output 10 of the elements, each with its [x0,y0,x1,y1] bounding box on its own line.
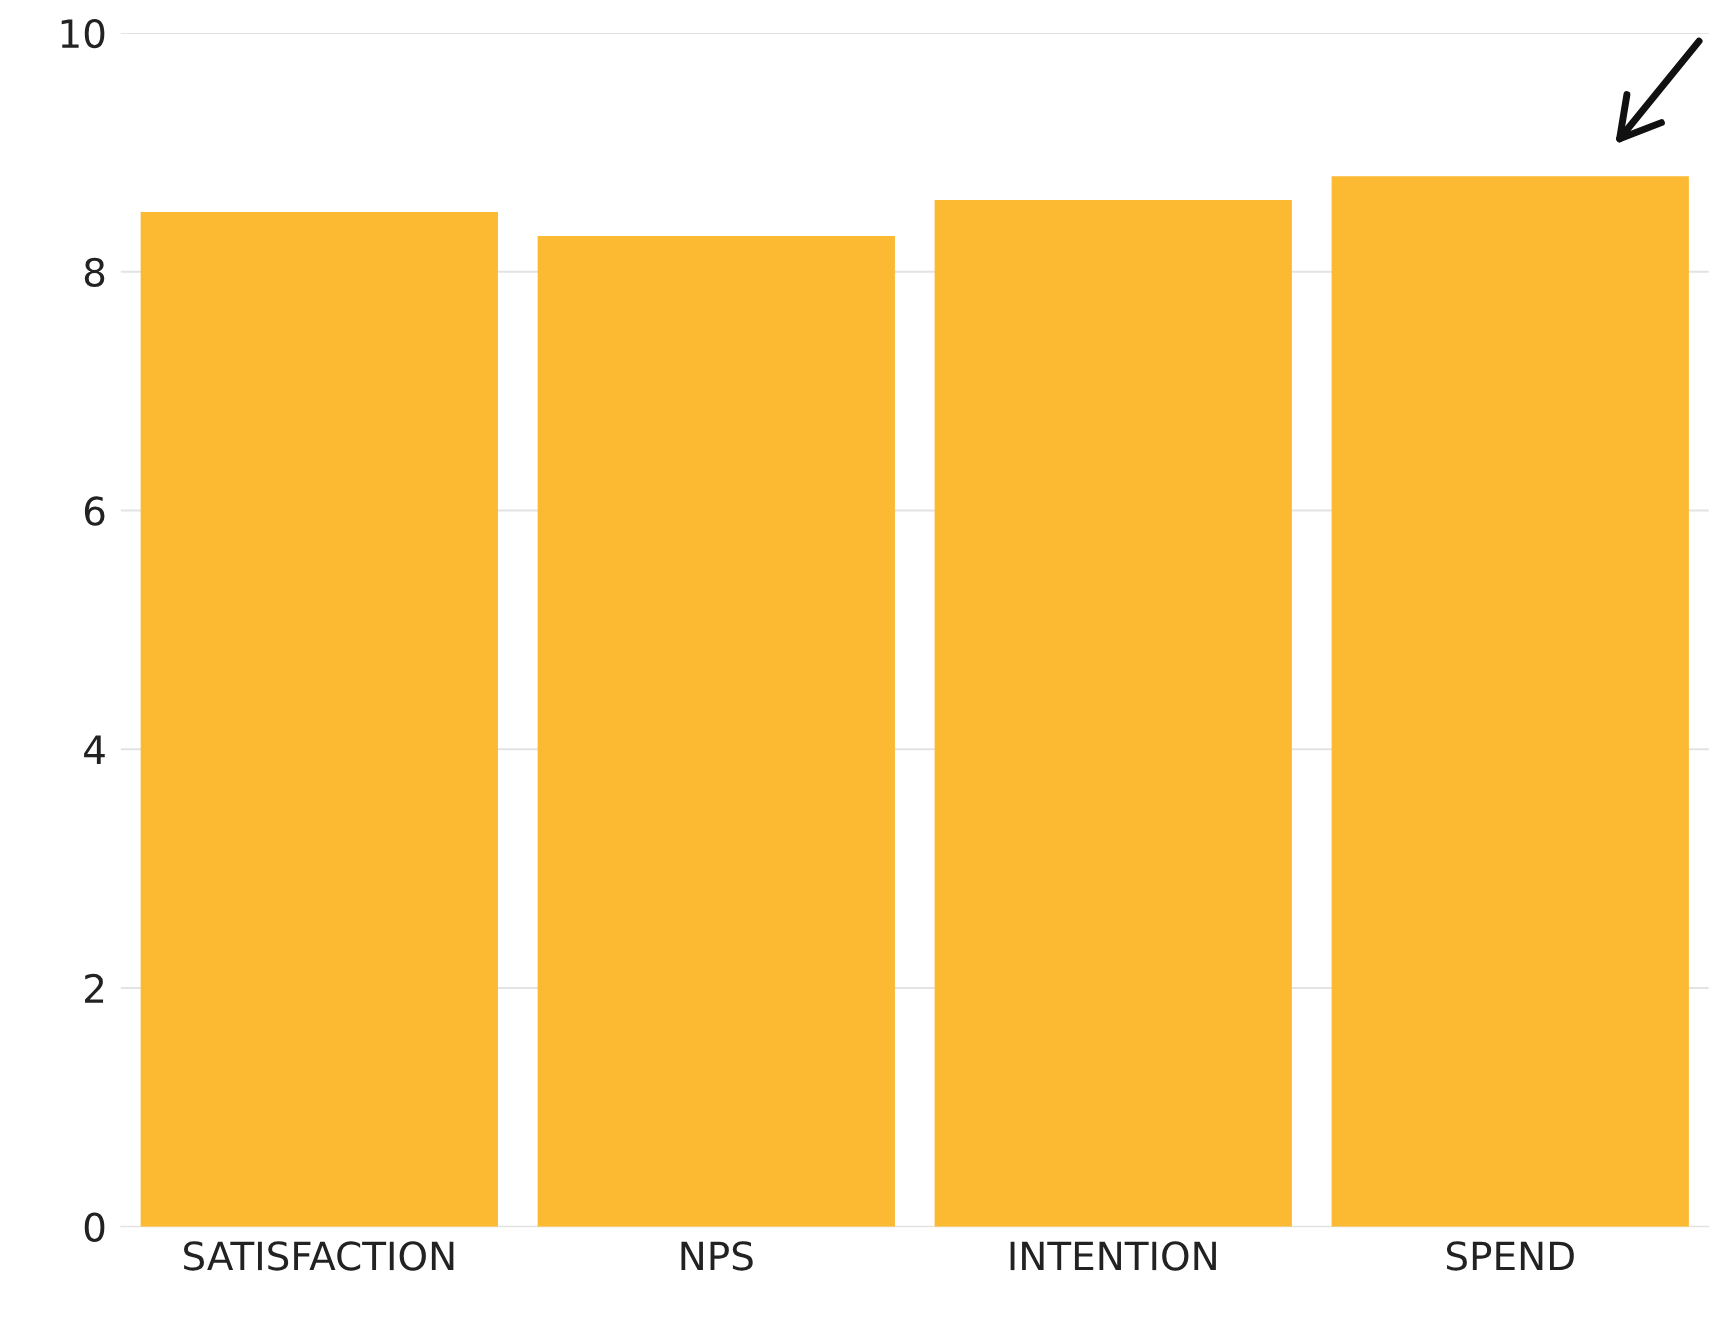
y-tick-label: 2 [85,973,104,1003]
y-tick-label: 0 [84,1212,105,1242]
y-tick-label: 10 [61,18,105,49]
y-tick-label: 4 [84,735,105,764]
x-tick-label: INTENTION [1010,1241,1216,1271]
y-tick-label: 8 [84,257,105,288]
y-tick-label: 6 [84,496,105,526]
x-tick-label: SATISFACTION [184,1241,454,1271]
x-tick-label: SPEND [1446,1241,1574,1271]
x-tick-label: NPS [681,1241,753,1271]
